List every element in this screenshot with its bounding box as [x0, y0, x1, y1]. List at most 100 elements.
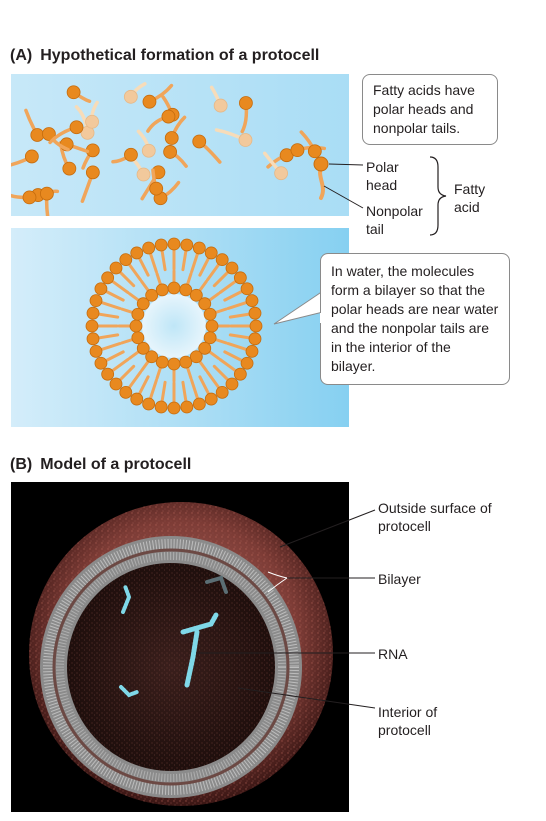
fatty-acid-head [164, 131, 179, 145]
heading-part-b: (B) Model of a protocell [10, 456, 191, 474]
outer-leaflet-head [89, 344, 103, 358]
protocell-interior-texture [67, 563, 275, 771]
callout-bilayer-text: In water, the molecules form a bilayer s… [331, 263, 499, 374]
heading-part-a: (A) Hypothetical formation of a protocell [10, 47, 319, 65]
fatty-acid-head [39, 186, 54, 201]
fatty-acid-head [141, 143, 156, 158]
fatty-acid-head [24, 149, 39, 164]
legend-head [313, 156, 329, 172]
protocell-bilayer-midline [52, 548, 290, 786]
label-bilayer-text: Bilayer [378, 571, 421, 587]
inner-leaflet-head [136, 341, 150, 355]
protocell-model-panel [11, 482, 349, 812]
inner-leaflet-head [155, 355, 169, 369]
fatty-acid-head [213, 98, 228, 113]
leader-bilayer-bracket [267, 571, 288, 593]
vesicle-lumen [142, 294, 206, 358]
callout-fatty-acids-text: Fatty acids have polar heads and nonpola… [373, 82, 475, 136]
outer-leaflet-head [249, 319, 263, 333]
fatty-acid-head [66, 85, 81, 100]
fatty-acid-head [274, 166, 289, 181]
label-polar-head: Polar head [366, 158, 426, 194]
outer-leaflet-head [119, 385, 133, 399]
fatty-acid-head [22, 190, 37, 205]
outer-leaflet-head [192, 397, 206, 411]
rna-strand-main [180, 612, 219, 688]
water-panel-bilayer [11, 228, 349, 427]
fatty-acid-head [149, 181, 164, 196]
outer-leaflet-head [180, 238, 194, 252]
outer-leaflet-head [94, 282, 108, 296]
outer-leaflet-head [215, 385, 229, 399]
callout-pointer-cover [320, 313, 322, 323]
fatty-acid-head [238, 133, 253, 147]
outer-leaflet-head [119, 253, 133, 267]
outer-leaflet-head [94, 356, 108, 370]
inner-leaflet-head [131, 307, 145, 321]
outer-leaflet-head [101, 367, 115, 381]
inner-leaflet-head [145, 350, 159, 364]
outer-leaflet-head [89, 294, 103, 308]
fatty-acid-head [62, 161, 77, 176]
part-b-title: Model of a protocell [40, 456, 192, 473]
outer-leaflet-head [101, 271, 115, 285]
part-b-letter: (B) [10, 456, 33, 473]
inner-leaflet-head [203, 331, 217, 345]
inner-leaflet-head [198, 297, 212, 311]
fatty-acid-head [239, 96, 253, 110]
label-rna-text: RNA [378, 646, 408, 662]
inner-leaflet-head [145, 288, 159, 302]
inner-leaflet-head [203, 307, 217, 321]
outer-leaflet-head [240, 282, 254, 296]
part-a-letter: (A) [10, 47, 33, 64]
outer-leaflet-head [167, 237, 181, 251]
inner-leaflet-head [189, 350, 203, 364]
outer-leaflet-head [233, 271, 247, 285]
inner-leaflet-head [136, 297, 150, 311]
outer-leaflet-head [154, 238, 168, 252]
outer-leaflet-head [86, 306, 100, 320]
protocell-model-image [29, 502, 333, 806]
label-rna: RNA [378, 645, 408, 663]
bilayer-vesicle [85, 237, 263, 415]
fatty-acid-brace [429, 156, 447, 236]
rna-strand-faint [205, 575, 228, 594]
label-interior-text: Interior of protocell [378, 704, 438, 738]
outer-leaflet-head [154, 400, 168, 414]
fatty-acid-head [142, 94, 157, 109]
label-fatty-acid-text: Fatty acid [454, 181, 486, 215]
rna-strand-lower [119, 685, 139, 698]
part-a-title: Hypothetical formation of a protocell [40, 47, 320, 64]
inner-leaflet-head [179, 283, 193, 297]
label-interior: Interior of protocell [378, 703, 478, 739]
fatty-acid-head [136, 167, 151, 182]
fatty-acid-head [42, 127, 56, 141]
outer-leaflet-head [142, 397, 156, 411]
outer-leaflet-head [240, 356, 254, 370]
label-fatty-acid: Fatty acid [454, 180, 504, 216]
label-outside-surface: Outside surface of protocell [378, 499, 518, 535]
outer-leaflet-head [204, 392, 218, 406]
rna-strand-upper [121, 584, 132, 614]
fatty-acid-head [163, 145, 178, 159]
outer-leaflet-head [225, 261, 239, 275]
outer-leaflet-head [180, 400, 194, 414]
inner-leaflet-head [189, 288, 203, 302]
callout-fatty-acids: Fatty acids have polar heads and nonpola… [362, 74, 498, 145]
outer-leaflet-head [142, 241, 156, 255]
legend-svg [313, 156, 364, 209]
leader-outside-surface [279, 509, 376, 548]
fatty-acid-head [85, 114, 99, 129]
label-nonpolar-tail: Nonpolar tail [366, 202, 436, 238]
outer-leaflet-head [86, 332, 100, 346]
fatty-acid-head [124, 147, 138, 162]
outer-leaflet-head [109, 377, 123, 391]
outer-leaflet-head [248, 306, 262, 320]
outer-leaflet-head [130, 246, 144, 260]
outer-leaflet-head [248, 332, 262, 346]
label-outside-surface-text: Outside surface of protocell [378, 500, 492, 534]
label-bilayer: Bilayer [378, 570, 421, 588]
protocell-bilayer-inner-stripes [56, 552, 286, 782]
outer-leaflet-head [245, 344, 259, 358]
